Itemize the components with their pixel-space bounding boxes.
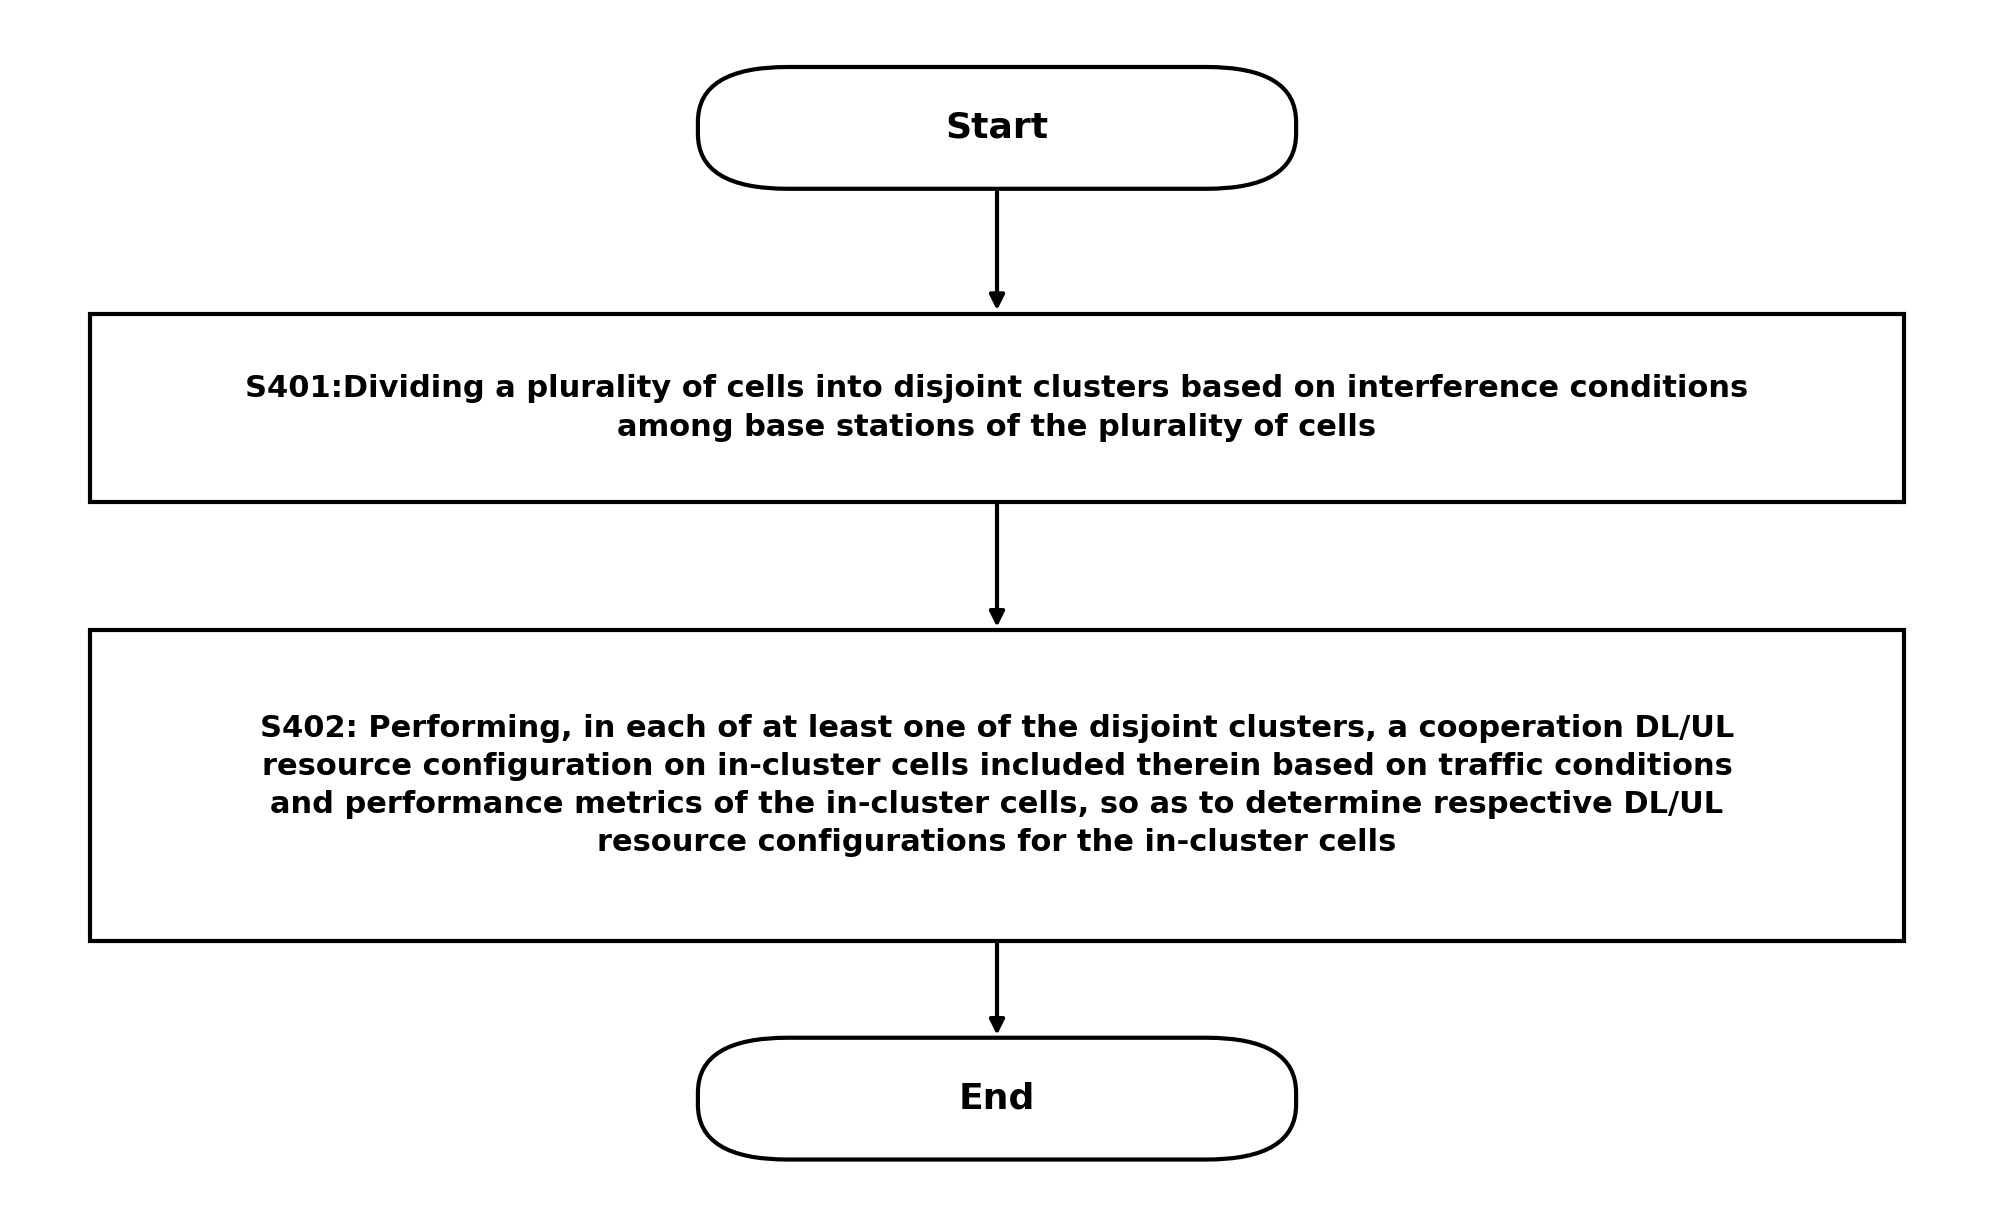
FancyBboxPatch shape [698, 67, 1296, 189]
Text: Start: Start [945, 111, 1049, 145]
Text: S402: Performing, in each of at least one of the disjoint clusters, a cooperatio: S402: Performing, in each of at least on… [259, 714, 1735, 857]
FancyBboxPatch shape [90, 631, 1904, 940]
Text: End: End [959, 1082, 1035, 1116]
FancyBboxPatch shape [90, 314, 1904, 502]
Text: S401:Dividing a plurality of cells into disjoint clusters based on interference : S401:Dividing a plurality of cells into … [245, 374, 1749, 442]
FancyBboxPatch shape [698, 1038, 1296, 1160]
